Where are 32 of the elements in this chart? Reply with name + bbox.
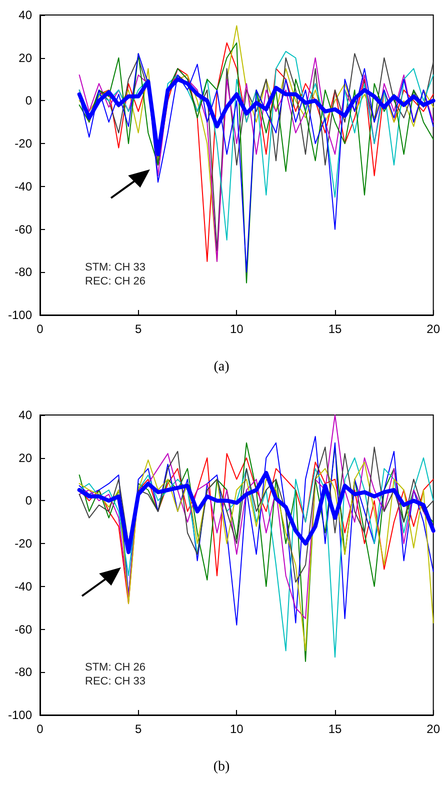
text: (a) [214, 360, 230, 374]
x-tick-label: 5 [134, 322, 142, 336]
x-tick-label: 0 [36, 722, 44, 736]
annotation: STM: CH 26 [85, 662, 146, 674]
y-tick-label: 40 [18, 408, 32, 422]
y-tick-label: 0 [25, 94, 32, 108]
x-tick-label: 20 [426, 722, 440, 736]
x-tick-label: 20 [426, 322, 440, 336]
y-tick-label: 20 [18, 450, 32, 465]
y-tick-label: 20 [18, 50, 32, 65]
x-tick-label: 15 [328, 322, 342, 336]
y-tick-label: 0 [25, 494, 32, 508]
y-tick-label: -20 [14, 536, 32, 551]
x-tick-label: 10 [230, 722, 244, 736]
y-tick-label: 40 [18, 8, 32, 22]
y-tick-label: -100 [8, 708, 32, 722]
y-tick-label: -60 [14, 622, 32, 636]
y-tick-label: -40 [14, 179, 32, 194]
x-tick-label: 10 [230, 322, 244, 336]
y-tick-label: -80 [14, 665, 32, 680]
x-tick-label: 5 [134, 722, 142, 736]
annotation: REC: CH 26 [85, 276, 146, 288]
x-tick-label: 15 [328, 722, 342, 736]
y-tick-label: -20 [14, 136, 32, 151]
annotation: REC: CH 33 [85, 676, 146, 688]
y-tick-label: -40 [14, 579, 32, 594]
y-tick-label: -60 [14, 222, 32, 236]
text: (b) [213, 760, 230, 774]
y-tick-label: -100 [8, 308, 32, 322]
annotation: STM: CH 33 [85, 262, 146, 274]
x-tick-label: 0 [36, 322, 44, 336]
y-tick-label: -80 [14, 265, 32, 280]
